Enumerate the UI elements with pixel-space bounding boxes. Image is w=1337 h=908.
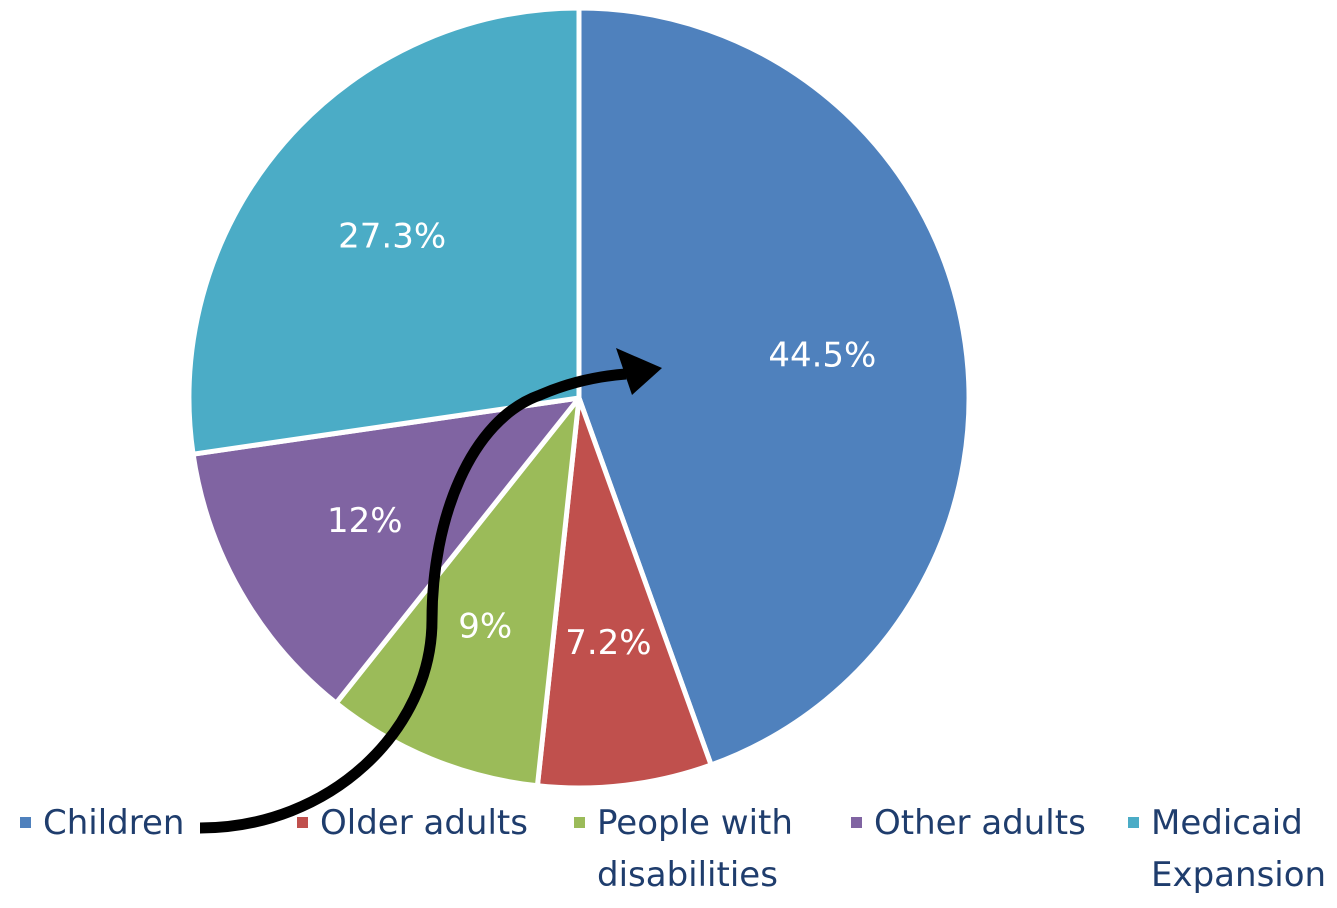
legend-label: Medicaid <box>1151 803 1303 843</box>
arrow-head <box>616 348 662 395</box>
legend-item-children: Children <box>20 803 184 843</box>
data-label-older-adults: 7.2% <box>565 623 651 663</box>
pie-data-labels: 44.5% 7.2% 9% 12% 27.3% <box>327 216 876 663</box>
legend-item-other-adults: Other adults <box>851 803 1086 843</box>
pie-slices <box>186 5 972 791</box>
legend-item-medicaid-expansion: Medicaid Expansion <box>1128 803 1326 895</box>
pie-slice-other-adults <box>190 395 582 706</box>
pie-slice-children <box>576 5 972 768</box>
pie-slice-older-adults <box>534 395 714 791</box>
pie-slice-medicaid-expansion <box>186 5 582 457</box>
data-label-medicaid-expansion: 27.3% <box>338 216 446 256</box>
legend-swatch <box>574 817 585 828</box>
legend-swatch <box>20 817 31 828</box>
legend-swatch <box>1128 817 1139 828</box>
arrow-shaft <box>199 368 627 834</box>
legend-label: People with <box>597 803 793 843</box>
legend-item-older-adults: Older adults <box>297 803 528 843</box>
legend-label: disabilities <box>597 855 778 895</box>
legend-item-people-with-disabilities: People with disabilities <box>574 803 793 895</box>
pie-slice-people-with-disabilities <box>333 395 582 789</box>
legend-swatch <box>297 817 308 828</box>
data-label-children: 44.5% <box>768 336 876 376</box>
legend-label: Other adults <box>874 803 1086 843</box>
legend-label: Expansion <box>1151 855 1326 895</box>
data-label-people-with-disabilities: 9% <box>458 606 512 646</box>
legend: Children Older adults People with disabilit… <box>20 803 1326 895</box>
legend-swatch <box>851 817 862 828</box>
legend-label: Children <box>43 803 184 843</box>
data-label-other-adults: 12% <box>327 501 403 541</box>
legend-label: Older adults <box>320 803 528 843</box>
annotation-arrow <box>199 348 662 834</box>
